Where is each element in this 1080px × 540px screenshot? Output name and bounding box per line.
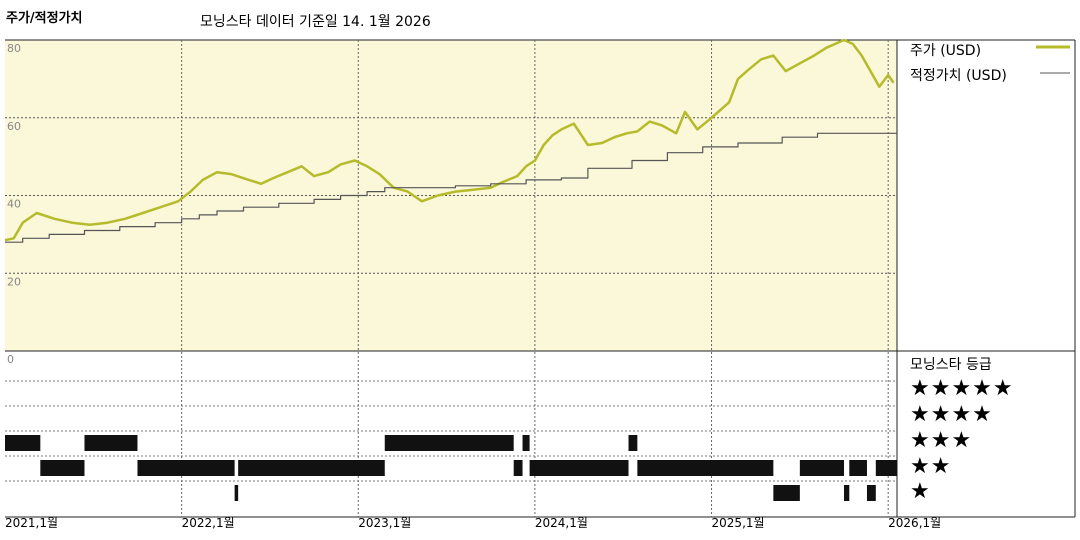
series-layer — [4, 38, 897, 243]
rating-bar-1-star — [844, 485, 850, 501]
rating-bar-3-star — [84, 435, 138, 451]
x-tick-label: 2023,1월 — [358, 516, 411, 530]
rating-bar-1-star — [234, 485, 239, 501]
rating-bars-layer — [5, 435, 897, 501]
rating-bar-2-star — [799, 460, 845, 476]
chart-heading: 주가/적정가치 — [6, 11, 83, 26]
rating-4-stars: ★★★★ — [910, 402, 993, 427]
rating-panel-title: 모닝스타 등급 — [910, 357, 992, 373]
rating-bar-3-star — [628, 435, 638, 451]
rating-3-stars: ★★★ — [910, 428, 973, 453]
rating-2-stars: ★★ — [910, 454, 952, 479]
legend-fair-value-label: 적정가치 (USD) — [910, 68, 1007, 84]
fair-value-line — [5, 132, 897, 243]
rating-bar-1-star — [866, 485, 876, 501]
chart-subtitle: 모닝스타 데이터 기준일 14. 1월 2026 — [200, 14, 431, 30]
y-tick-label: 60 — [7, 120, 21, 133]
x-tick-label: 2021,1월 — [5, 516, 58, 530]
y-tick-label: 40 — [7, 198, 21, 211]
rating-bar-2-star — [137, 460, 235, 476]
x-tick-label: 2025,1월 — [712, 516, 765, 530]
rating-5-stars: ★★★★★ — [910, 376, 1014, 401]
rating-bar-2-star — [637, 460, 774, 476]
rating-bar-2-star — [513, 460, 523, 476]
rating-bar-2-star — [238, 460, 385, 476]
x-tick-label: 2022,1월 — [182, 516, 235, 530]
y-tick-label: 0 — [7, 353, 14, 366]
rating-bar-2-star — [40, 460, 85, 476]
y-tick-label: 20 — [7, 275, 21, 288]
rating-bar-3-star — [384, 435, 514, 451]
x-tick-label: 2024,1월 — [535, 516, 588, 530]
x-tick-labels: 2021,1월 2022,1월 2023,1월 2024,1월 2025,1월 2026,… — [5, 516, 941, 530]
rating-1-star: ★ — [910, 479, 931, 504]
rating-bar-3-star — [5, 435, 41, 451]
legend-price-label: 주가 (USD) — [910, 43, 982, 59]
rating-bar-2-star — [529, 460, 629, 476]
y-tick-label: 80 — [7, 42, 21, 55]
rating-bar-2-star — [875, 460, 897, 476]
rating-bar-2-star — [849, 460, 867, 476]
rating-bar-1-star — [773, 485, 800, 501]
price-line — [4, 38, 895, 242]
y-tick-labels: 80 60 40 20 0 — [7, 42, 21, 366]
grid-lines — [5, 40, 897, 517]
x-tick-label: 2026,1월 — [888, 516, 941, 530]
rating-bar-3-star — [522, 435, 530, 451]
